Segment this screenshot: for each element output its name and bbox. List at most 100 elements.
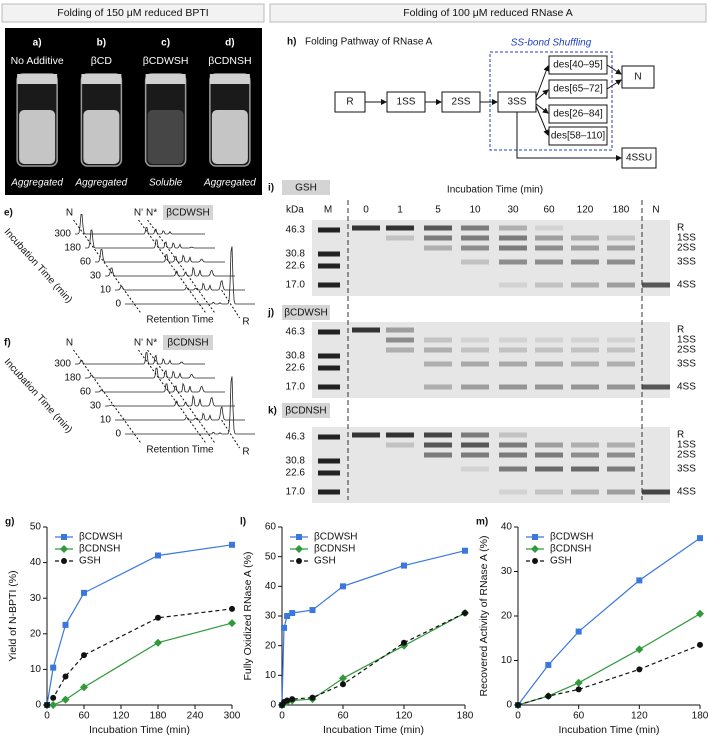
y-tick-label: 50 [265,551,277,562]
series-line [46,544,233,706]
peak-guide [73,349,142,445]
hplc-x-title: Retention Time [146,445,214,456]
marker [295,545,303,553]
marker [309,607,316,614]
gel-band [424,442,452,448]
marker-size: 17.0 [286,280,306,291]
arrow [606,79,622,90]
gel-band [607,466,635,472]
marker [229,605,235,612]
marker [289,610,296,617]
marker [575,628,582,635]
y-tick-label: 30 [30,593,42,604]
marker [62,621,69,628]
gel-band [642,384,670,390]
marker [61,695,70,704]
additive-label: βCDNSH [285,406,326,417]
des-label: des[40–95] [553,60,603,71]
legend-label: βCDNSH [79,544,120,555]
gel-band [535,361,563,367]
x-axis-title: Incubation Time (min) [89,724,190,736]
des-label: des[58–110] [551,131,606,142]
peak-label: N* [146,338,157,349]
gel-band [607,361,635,367]
marker-size: 46.3 [286,327,306,338]
y-tick-label: 20 [501,611,513,622]
hplc-trace [115,406,245,421]
lane-label: 120 [577,205,594,216]
gel-band [535,452,563,458]
panel-label: d) [225,38,234,49]
species-label: R [677,325,684,336]
marker [81,652,87,659]
y-tick-label: 60 [265,522,277,533]
y-tick-label: 40 [501,522,513,533]
gel-band [461,245,489,251]
gel-band [461,347,489,353]
gel-band [499,442,527,448]
gel-band [571,384,599,390]
gel [312,427,670,503]
gel-band [499,225,527,231]
gel-band [499,489,527,495]
node-label: 4SSU [626,153,652,164]
y-axis-title: Recovered Activity of RNase A (%) [478,535,490,696]
gel-band [571,337,599,343]
species-label: 3SS [677,359,696,370]
lane-label: 10 [469,205,481,216]
species-label: 3SS [677,464,696,475]
marker [80,683,88,692]
gel-band [461,466,489,472]
peak-guide [221,289,241,319]
des-box [548,126,608,146]
shuffling-box [489,51,613,151]
species-label: R [677,430,684,441]
peak-guide [73,219,142,315]
vial-name: βCD [91,55,113,67]
x-tick-label: 180 [150,711,167,722]
hplc-trace [75,352,205,365]
header-box [269,3,707,23]
marker [339,674,347,683]
vial-solution [83,110,120,164]
hplc-trace [95,249,225,263]
marker [296,534,302,540]
gel-band [571,347,599,353]
lane-label: 180 [613,205,630,216]
time-label: 0 [115,429,121,440]
marker [309,694,316,701]
panel-label: b) [97,38,106,49]
legend-label: βCDWSH [550,532,594,543]
gel-band [499,466,527,472]
lane-label: 5 [435,205,441,216]
marker-band [318,384,340,390]
y-axis-title: Fully Oxidized RNase A (%) [242,552,254,681]
gel-band [571,361,599,367]
gel-band [607,384,635,390]
panel-label: g) [5,517,14,528]
x-tick-label: 240 [187,711,204,722]
marker [284,697,291,704]
species-label: 1SS [677,233,696,244]
gel-band [499,282,527,288]
gel-band [386,432,414,438]
marker [636,577,643,584]
series-line [517,613,701,706]
gel-band [607,442,635,448]
gel-band [607,245,635,251]
gel-band [386,347,414,353]
marker [401,639,407,646]
gel-band [571,442,599,448]
hplc-trace [85,229,215,249]
marker-band [318,434,340,440]
vial-cap [17,74,58,84]
legend-label: GSH [550,556,572,567]
end-peak-label: R [242,447,249,458]
hplc-x-title: Retention Time [146,315,214,326]
panel-label: h) [287,37,296,48]
gel-band [642,489,670,495]
marker [575,686,582,693]
gel-band [386,442,414,448]
marker-band [318,353,340,359]
